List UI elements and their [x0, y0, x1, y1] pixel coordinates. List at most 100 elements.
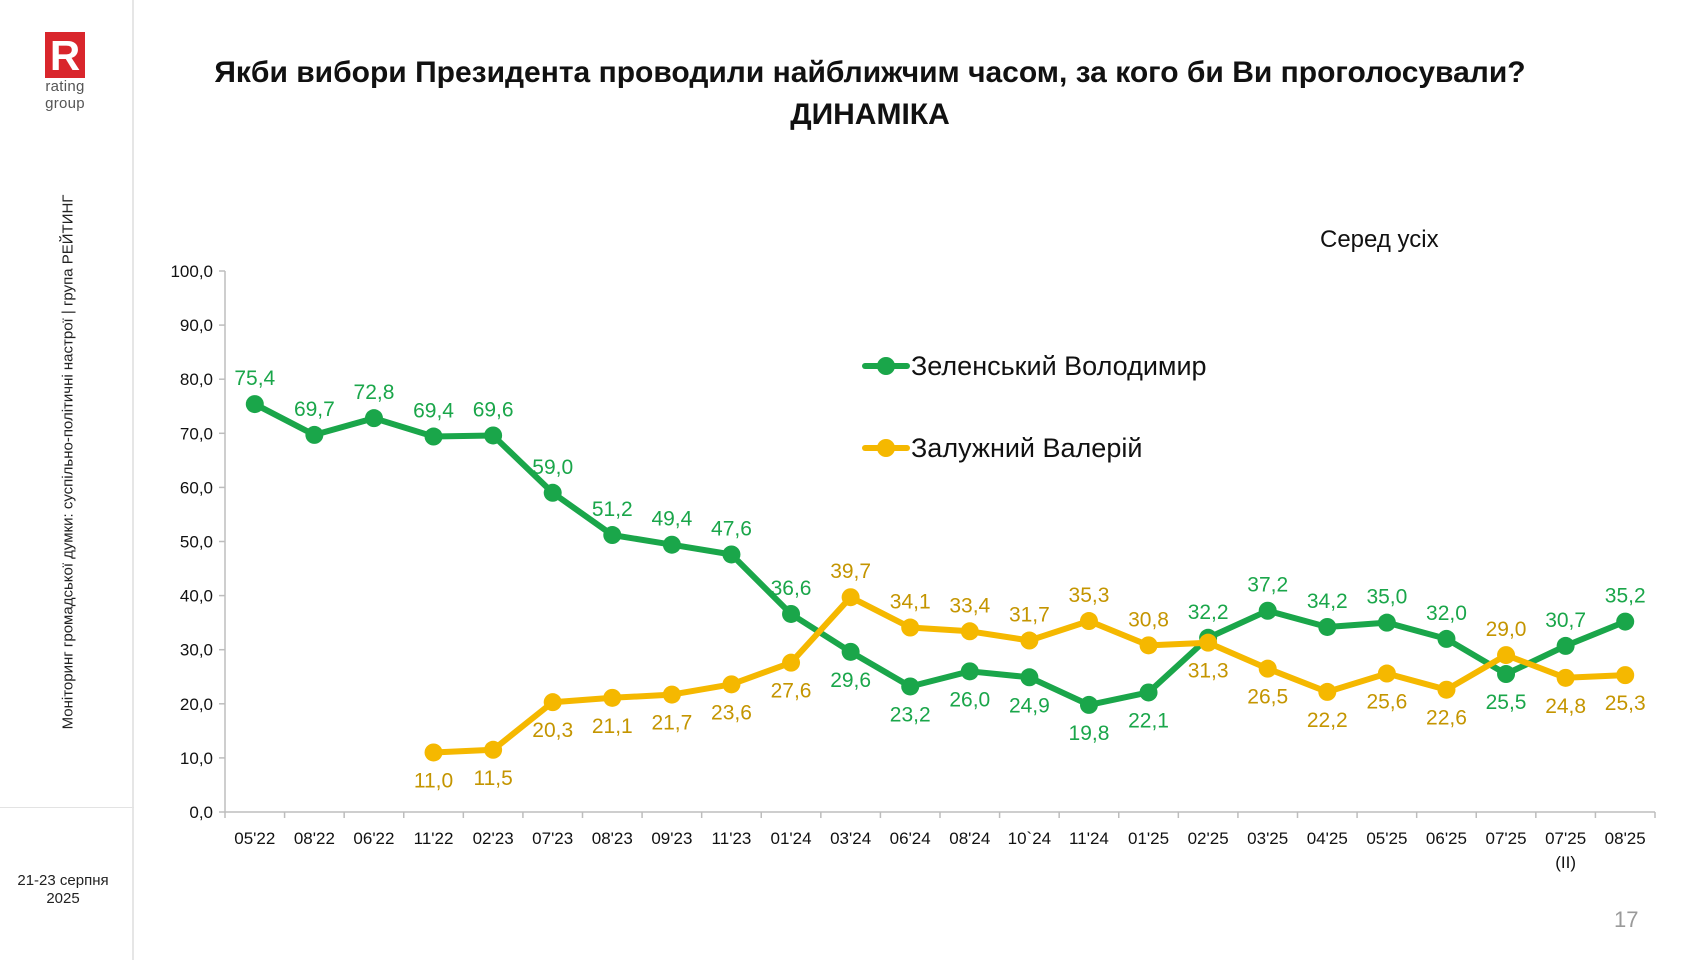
data-point-zaluzhny [960, 622, 979, 641]
data-label-zelensky: 22,1 [1128, 709, 1169, 732]
chart-subtitle: Серед усіх [1320, 226, 1439, 253]
data-point-zelensky [841, 642, 860, 661]
logo-r-icon: R [45, 32, 85, 78]
data-point-zaluzhny [782, 653, 801, 672]
logo-line-rating: rating [45, 78, 85, 95]
logo-letter: R [50, 32, 80, 78]
data-label-zaluzhny: 31,3 [1188, 660, 1229, 683]
data-point-zelensky [662, 535, 681, 554]
y-tick-label: 80,0 [180, 370, 213, 389]
rating-group-logo: R rating group [30, 32, 100, 112]
data-point-zaluzhny [662, 685, 681, 704]
x-tick-label: 03'25 [1247, 829, 1288, 848]
survey-date-line1: 21-23 серпня [17, 872, 109, 889]
y-tick-label: 20,0 [180, 695, 213, 714]
y-tick-label: 30,0 [180, 641, 213, 660]
x-tick-label: 08'25 [1605, 829, 1646, 848]
data-point-zelensky [1020, 668, 1039, 687]
y-tick-label: 40,0 [180, 587, 213, 606]
x-tick-label: 06'25 [1426, 829, 1467, 848]
data-point-zaluzhny [1497, 646, 1516, 665]
data-label-zaluzhny: 22,6 [1426, 707, 1467, 730]
data-point-zaluzhny [1020, 631, 1039, 650]
data-point-zelensky [960, 662, 979, 681]
data-point-zaluzhny [543, 693, 562, 712]
data-point-zelensky [1079, 695, 1098, 714]
y-tick-label: 10,0 [180, 749, 213, 768]
data-label-zaluzhny: 11,0 [414, 769, 453, 792]
y-tick-label: 70,0 [180, 424, 213, 443]
data-label-zelensky: 32,2 [1188, 601, 1229, 624]
x-tick-label: 08'24 [949, 829, 990, 848]
data-point-zelensky [722, 545, 741, 564]
y-tick-label: 0,0 [189, 803, 213, 822]
y-tick-label: 90,0 [180, 316, 213, 335]
y-tick-label: 60,0 [180, 478, 213, 497]
data-label-zaluzhny: 25,3 [1605, 692, 1646, 715]
data-point-zaluzhny [1616, 666, 1635, 685]
data-point-zelensky [1318, 617, 1337, 636]
data-label-zelensky: 23,2 [890, 703, 931, 726]
data-point-zelensky [1437, 629, 1456, 648]
slide-title: Якби вибори Президента проводили найближ… [140, 52, 1600, 136]
data-label-zelensky: 72,8 [354, 381, 395, 404]
sidebar: R rating group Моніторинг громадської ду… [0, 0, 134, 960]
data-label-zaluzhny: 25,6 [1366, 691, 1407, 714]
data-point-zelensky [364, 409, 383, 428]
data-label-zaluzhny: 26,5 [1247, 686, 1288, 709]
y-tick-label: 100,0 [170, 262, 213, 281]
x-tick-label: 11'24 [1069, 829, 1109, 848]
data-point-zaluzhny [901, 618, 920, 637]
series-line-zelensky [251, 401, 1629, 708]
slide-title-line1: Якби вибори Президента проводили найближ… [214, 56, 1526, 89]
data-point-zelensky [543, 483, 562, 502]
x-tick-label: 08'23 [592, 829, 633, 848]
data-label-zaluzhny: 35,3 [1069, 584, 1110, 607]
data-label-zelensky: 24,9 [1009, 694, 1050, 717]
data-label-zaluzhny: 24,8 [1545, 695, 1586, 718]
x-tick-label: 10`24 [1008, 829, 1051, 848]
data-point-zaluzhny [1258, 659, 1277, 678]
data-label-zelensky: 35,2 [1605, 585, 1646, 608]
x-tick-label: 01'25 [1128, 829, 1169, 848]
legend-marker-zelensky [877, 357, 895, 375]
data-point-zelensky [1556, 636, 1575, 655]
data-label-zaluzhny: 27,6 [771, 680, 812, 703]
x-tick-label: 07'25 [1545, 829, 1586, 848]
legend-label-zelensky: Зеленський Володимир [911, 351, 1207, 381]
data-point-zelensky [484, 426, 503, 445]
x-tick-label: 05'22 [234, 829, 275, 848]
x-tick-label: 05'25 [1366, 829, 1407, 848]
data-label-zaluzhny: 22,2 [1307, 709, 1348, 732]
data-label-zelensky: 34,2 [1307, 590, 1348, 613]
survey-date: 21-23 серпня 2025 [0, 872, 126, 908]
data-label-zelensky: 69,6 [473, 398, 514, 421]
data-point-zaluzhny [484, 740, 503, 759]
logo-line-group: group [45, 95, 85, 112]
legend-marker-zaluzhny [877, 439, 895, 457]
data-point-zaluzhny [1139, 636, 1158, 655]
data-point-zaluzhny [1556, 668, 1575, 687]
data-label-zaluzhny: 20,3 [532, 719, 573, 742]
data-point-zelensky [1139, 683, 1158, 702]
data-point-zelensky [1377, 613, 1396, 632]
data-label-zaluzhny: 39,7 [830, 560, 871, 583]
x-tick-label: 07'23 [532, 829, 573, 848]
x-tick-label: 01'24 [771, 829, 812, 848]
data-label-zelensky: 69,4 [413, 400, 454, 423]
data-label-zaluzhny: 23,6 [711, 701, 752, 724]
data-point-zelensky [305, 425, 324, 444]
data-point-zelensky [782, 604, 801, 623]
data-point-zelensky [1616, 612, 1635, 631]
data-point-zaluzhny [603, 688, 622, 707]
x-tick-label: 02'23 [473, 829, 514, 848]
data-label-zelensky: 29,6 [830, 669, 871, 692]
page-number: 17 [1614, 907, 1639, 932]
data-label-zaluzhny: 31,7 [1009, 604, 1050, 627]
survey-date-line2: 2025 [46, 890, 80, 907]
data-label-zelensky: 25,5 [1486, 691, 1527, 714]
data-label-zelensky: 51,2 [592, 498, 633, 521]
data-label-zelensky: 69,7 [294, 398, 335, 421]
data-label-zaluzhny: 30,8 [1128, 608, 1169, 631]
